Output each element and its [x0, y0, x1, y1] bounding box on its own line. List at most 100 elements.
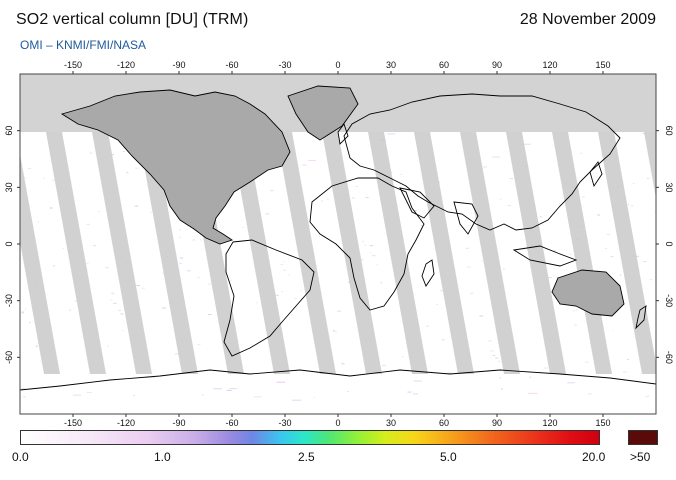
noise-speck: [121, 329, 124, 331]
india-coast: [453, 201, 479, 235]
africa-coast: [309, 177, 425, 311]
noise-speck: [479, 315, 484, 317]
noise-speck: [74, 300, 78, 302]
coastlines: [20, 85, 656, 391]
colorbar-label-0: 0.0: [12, 450, 29, 464]
noise-speck: [569, 253, 572, 255]
bottom-lon-label: 150: [595, 418, 610, 428]
noise-speck: [110, 299, 112, 301]
noise-speck: [509, 178, 514, 180]
noise-speck: [412, 393, 419, 395]
bottom-lon-label: -90: [172, 418, 185, 428]
noise-speck: [23, 396, 26, 398]
noise-speck: [315, 372, 321, 374]
bottom-lon-label: -60: [225, 418, 238, 428]
south-america-coast: [223, 239, 315, 357]
noise-speck: [351, 197, 355, 199]
noise-speck: [605, 248, 607, 249]
noise-speck: [120, 313, 124, 315]
noise-speck: [490, 350, 495, 352]
noise-speck: [145, 377, 155, 379]
noise-speck: [118, 309, 121, 311]
noise-speck: [126, 172, 129, 174]
orbit-gap-swath: [276, 132, 336, 374]
orbit-gap-swath: [644, 132, 656, 198]
noise-speck: [387, 133, 396, 135]
top-lon-label: -150: [64, 60, 82, 70]
noise-speck: [585, 361, 589, 363]
noise-speck: [543, 367, 549, 369]
noise-speck: [255, 302, 258, 304]
noise-speck: [507, 205, 512, 206]
noise-speck: [291, 399, 302, 401]
map-title: SO2 vertical column [DU] (TRM): [16, 11, 249, 28]
noise-speck: [360, 259, 364, 261]
right-lat-label: -60: [664, 351, 674, 364]
noise-speck: [197, 344, 201, 346]
noise-speck: [253, 396, 262, 398]
noise-speck: [380, 282, 383, 284]
noise-speck: [381, 373, 384, 375]
noise-speck: [333, 329, 335, 331]
japan-coast: [589, 161, 603, 188]
colorbar-overflow-swatch: [628, 430, 658, 445]
top-lon-label: 60: [439, 60, 449, 70]
noise-speck: [467, 225, 471, 227]
left-lat-label: 30: [4, 182, 14, 192]
noise-speck: [270, 190, 274, 192]
noise-speck: [281, 291, 284, 293]
noise-speck: [632, 182, 635, 184]
noise-speck: [440, 290, 443, 292]
noise-speck: [370, 245, 373, 247]
noise-speck: [645, 395, 649, 397]
noise-speck: [528, 392, 538, 394]
orbit-gap-swath: [414, 132, 474, 374]
noise-speck: [520, 143, 531, 145]
noise-speck: [610, 256, 614, 258]
noise-speck: [467, 266, 471, 268]
top-lon-label: -90: [172, 60, 185, 70]
orbit-gap-swath: [20, 154, 60, 374]
noise-speck: [200, 239, 202, 241]
orbit-gap-swath: [322, 132, 382, 374]
noise-speck: [302, 164, 307, 166]
orbit-gap-swaths: [20, 132, 656, 374]
noise-speck: [567, 382, 575, 384]
noise-speck: [150, 211, 152, 213]
colorbar-label-2: 2.5: [298, 450, 315, 464]
noise-speck: [39, 361, 41, 363]
noise-speck: [111, 292, 115, 294]
noise-speck: [382, 364, 386, 366]
left-lat-label: -30: [4, 294, 14, 307]
noise-speck: [135, 167, 139, 169]
orbit-gap-swath: [506, 132, 566, 374]
noise-speck: [421, 225, 423, 227]
orbit-gap-swath: [92, 132, 152, 374]
noise-speck: [447, 372, 452, 374]
noise-speck: [337, 310, 341, 312]
noise-speck: [347, 391, 349, 393]
noise-speck: [174, 353, 179, 355]
noise-speck: [500, 388, 503, 390]
noise-speck: [179, 262, 182, 264]
noise-speck: [635, 255, 639, 257]
noise-speck: [283, 261, 285, 263]
noise-speck: [612, 330, 614, 332]
noise-speck: [197, 276, 200, 278]
noise-speck: [86, 262, 89, 264]
bottom-lon-label: 30: [386, 418, 396, 428]
noise-speck: [497, 361, 501, 363]
noise-speck: [365, 197, 369, 198]
top-lon-label: 120: [542, 60, 557, 70]
right-lat-label: 30: [664, 182, 674, 192]
noise-speck: [192, 239, 196, 241]
noise-speck: [43, 177, 45, 179]
colorbar-label-4: 20.0: [582, 450, 606, 464]
noise-speck: [89, 152, 93, 154]
noise-speck: [162, 307, 167, 309]
noise-speck: [470, 292, 474, 294]
noise-speck: [208, 314, 212, 315]
noise-speck: [492, 156, 500, 158]
noise-speck: [488, 340, 492, 342]
new-zealand-coast: [635, 305, 647, 330]
